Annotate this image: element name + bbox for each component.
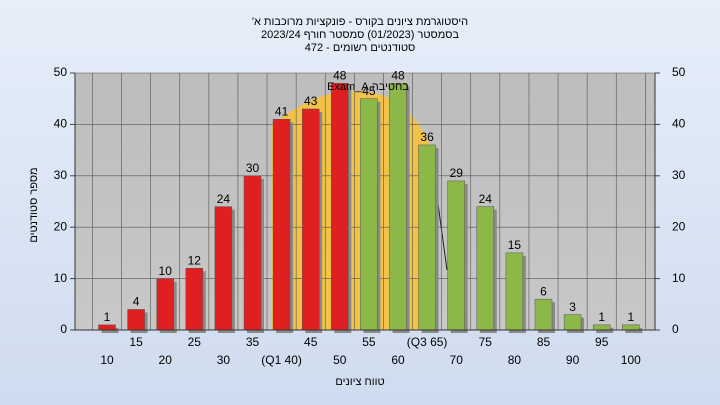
x-tick-label: 95 xyxy=(595,335,609,349)
x-tick-label: 35 xyxy=(246,335,260,349)
x-tick-label: 80 xyxy=(508,353,522,367)
value-label: 1 xyxy=(598,310,605,324)
value-label: 41 xyxy=(275,104,289,118)
bar xyxy=(563,314,582,331)
value-label: 36 xyxy=(420,130,434,144)
bar xyxy=(534,298,553,331)
value-label: 4 xyxy=(133,295,140,309)
y-tick-label: 20 xyxy=(54,219,68,233)
bar xyxy=(505,252,524,331)
annotation: בחטיבה Exam_A xyxy=(327,81,409,93)
x-tick-label: 60 xyxy=(391,353,405,367)
bar xyxy=(301,108,320,331)
x-tick-label: (Q3 65) xyxy=(407,335,448,349)
bar xyxy=(272,119,291,331)
value-label: 45 xyxy=(362,84,376,98)
x-tick-label: 30 xyxy=(217,353,231,367)
value-label: 29 xyxy=(450,166,464,180)
x-tick-label: 55 xyxy=(362,335,376,349)
y2-tick-label: 10 xyxy=(672,271,686,285)
value-label: 48 xyxy=(333,68,347,82)
value-label: 1 xyxy=(627,310,634,324)
bar xyxy=(156,278,174,331)
bar xyxy=(476,206,495,331)
bar xyxy=(127,309,145,331)
x-tick-label: 70 xyxy=(450,353,464,367)
chart-title: היסטוגרמת ציונים בקורס - פונקציות מרוכבו… xyxy=(252,16,468,28)
x-tick-label: 90 xyxy=(566,353,580,367)
value-label: 1 xyxy=(104,310,111,324)
x-tick-label: 75 xyxy=(479,335,493,349)
x-tick-label: 85 xyxy=(537,335,551,349)
bar xyxy=(447,180,465,331)
value-label: 12 xyxy=(188,253,202,267)
y-tick-label: 40 xyxy=(54,117,68,131)
x-tick-label: (Q1 40) xyxy=(261,353,302,367)
y-tick-label: 10 xyxy=(54,271,68,285)
bar xyxy=(418,144,436,331)
bar xyxy=(214,206,233,331)
chart-subtitle: בסמסטר (01/2023) סמסטר חורף 2023/24 xyxy=(261,29,459,41)
bar xyxy=(98,324,116,331)
value-label: 15 xyxy=(508,238,522,252)
y2-tick-label: 20 xyxy=(672,219,686,233)
value-label: 30 xyxy=(246,161,260,175)
bar xyxy=(331,83,349,331)
value-label: 24 xyxy=(479,192,493,206)
y2-tick-label: 40 xyxy=(672,117,686,131)
y-tick-label: 0 xyxy=(60,322,67,336)
x-tick-label: 20 xyxy=(159,353,173,367)
y-tick-label: 50 xyxy=(54,65,68,79)
x-tick-label: 25 xyxy=(188,335,202,349)
x-tick-label: 50 xyxy=(333,353,347,367)
x-axis-label: טווח ציונים xyxy=(335,376,384,388)
x-tick-label: 45 xyxy=(304,335,318,349)
bar xyxy=(389,83,407,331)
value-label: 24 xyxy=(217,192,231,206)
value-label: 43 xyxy=(304,94,318,108)
x-tick-label: 15 xyxy=(129,335,143,349)
value-label: 3 xyxy=(569,300,576,314)
bar xyxy=(622,324,640,331)
bar xyxy=(243,175,262,331)
y2-tick-label: 30 xyxy=(672,168,686,182)
value-label: 6 xyxy=(540,284,547,298)
value-label: 48 xyxy=(391,68,405,82)
x-tick-label: 10 xyxy=(100,353,114,367)
x-tick-label: 100 xyxy=(621,353,641,367)
y2-tick-label: 0 xyxy=(672,322,679,336)
y-axis-label: מספר סטודנטים xyxy=(28,167,40,242)
y2-tick-label: 50 xyxy=(672,65,686,79)
bar xyxy=(592,324,611,331)
value-label: 10 xyxy=(159,264,173,278)
y-tick-label: 30 xyxy=(54,168,68,182)
chart-subtitle: סטודנטים רשומים - 472 xyxy=(305,42,416,54)
bar xyxy=(185,268,204,331)
bar xyxy=(360,98,378,331)
